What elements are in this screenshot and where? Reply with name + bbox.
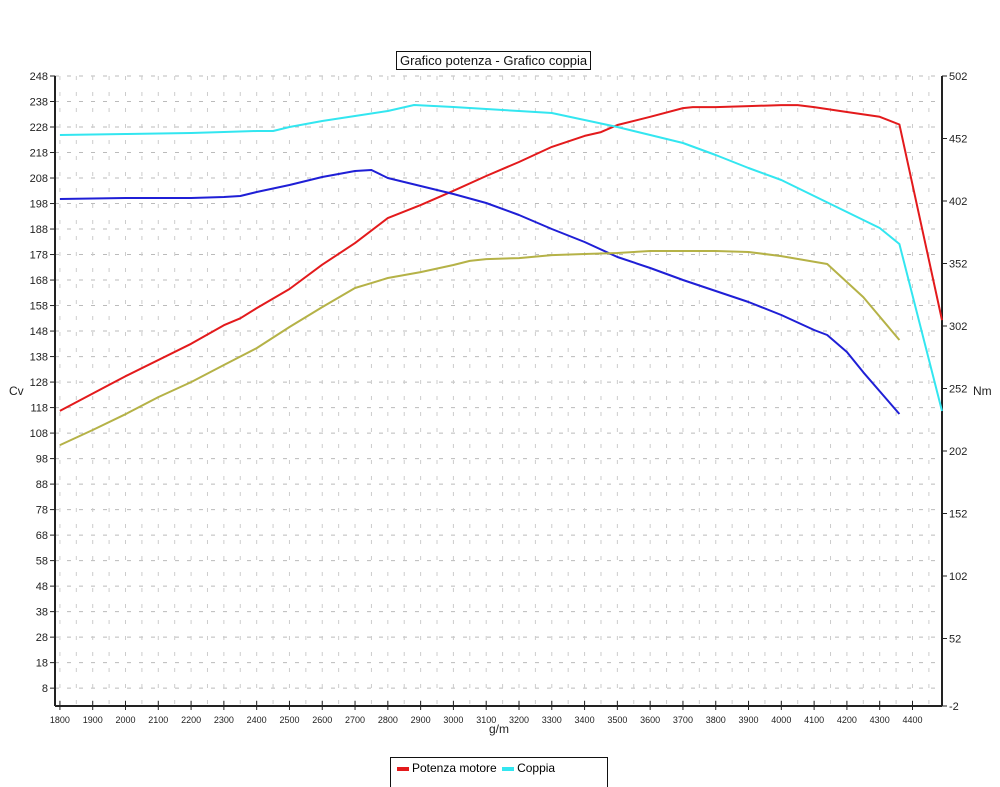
y-left-tick-label: 128 [30,377,48,389]
y-axis-left-label: Cv [9,384,24,398]
x-tick-label: 3400 [575,715,595,725]
x-tick-label: 3300 [542,715,562,725]
x-tick-label: 3700 [673,715,693,725]
y-left-tick-label: 118 [30,403,48,415]
y-right-tick-label: 152 [949,509,967,521]
y-left-tick-label: 138 [30,352,48,364]
x-tick-label: 1800 [50,715,70,725]
x-tick-label: 4300 [870,715,890,725]
y-left-tick-label: 108 [30,428,48,440]
y-axis-right-label: Nm [973,384,992,398]
x-tick-label: 3600 [640,715,660,725]
y-left-tick-label: 28 [36,632,48,644]
series-line-0 [59,104,943,412]
x-tick-label: 2800 [378,715,398,725]
y-right-tick-label: 102 [949,571,967,583]
y-left-tick-label: 38 [36,607,48,619]
x-tick-label: 4200 [837,715,857,725]
y-left-tick-label: 198 [30,199,48,211]
x-tick-label: 3200 [509,715,529,725]
y-left-tick-label: 188 [30,224,48,236]
x-tick-label: 2600 [312,715,332,725]
y-left-tick-label: 48 [36,581,48,593]
y-left-tick-label: 78 [36,505,48,517]
x-tick-label: 2900 [411,715,431,725]
y-right-tick-label: 452 [949,134,967,146]
y-right-tick-label: 252 [949,384,967,396]
legend-swatch-power [397,766,409,771]
y-left-tick-label: 98 [36,454,48,466]
y-left-tick-label: 218 [30,148,48,160]
y-left-tick-label: 18 [36,658,48,670]
y-right-tick-label: 402 [949,196,967,208]
x-tick-label: 1900 [83,715,103,725]
y-left-tick-label: 248 [30,71,48,83]
x-tick-label: 3900 [739,715,759,725]
legend: Potenza motore Coppia [390,757,608,787]
y-left-tick-label: 68 [36,530,48,542]
x-tick-label: 2200 [181,715,201,725]
series-line-1 [59,104,943,412]
x-tick-label: 4400 [902,715,922,725]
x-tick-label: 2700 [345,715,365,725]
y-right-tick-label: 202 [949,446,967,458]
y-left-tick-label: 148 [30,326,48,338]
x-tick-label: 2500 [279,715,299,725]
y-left-tick-label: 208 [30,173,48,185]
y-left-tick-label: 88 [36,479,48,491]
y-left-tick-label: 58 [36,556,48,568]
x-tick-label: 2300 [214,715,234,725]
grid [55,75,942,706]
legend-label-torque: Coppia [517,761,556,775]
x-tick-label: 3000 [443,715,463,725]
x-tick-label: 3800 [706,715,726,725]
y-right-tick-label: -2 [949,701,959,713]
x-tick-label: 3100 [476,715,496,725]
series-lines [59,104,943,447]
x-tick-label: 2000 [115,715,135,725]
x-tick-label: 3500 [607,715,627,725]
x-tick-label: 4100 [804,715,824,725]
y-left-tick-label: 168 [30,275,48,287]
series-line-3 [59,250,901,447]
y-left-tick-label: 228 [30,122,48,134]
y-right-tick-label: 302 [949,321,967,333]
legend-swatch-torque [502,766,515,771]
x-tick-label: 4000 [771,715,791,725]
legend-label-power: Potenza motore [412,761,497,775]
y-left-tick-label: 178 [30,250,48,262]
chart-title: Grafico potenza - Grafico coppia [396,51,592,70]
axes: 8 18 28 38 48 58 68 78 88 98 108 118 128 138 148 158 168… [30,71,968,725]
x-tick-label: 2400 [247,715,267,725]
series-line-2 [59,169,901,415]
y-right-tick-label: 502 [949,71,967,83]
y-left-tick-label: 238 [30,97,48,109]
y-left-tick-label: 158 [30,301,48,313]
y-right-tick-label: 352 [949,259,967,271]
x-axis-label: g/m [489,722,509,736]
y-right-tick-label: 52 [949,634,961,646]
x-tick-label: 2100 [148,715,168,725]
y-left-tick-label: 8 [42,683,48,695]
